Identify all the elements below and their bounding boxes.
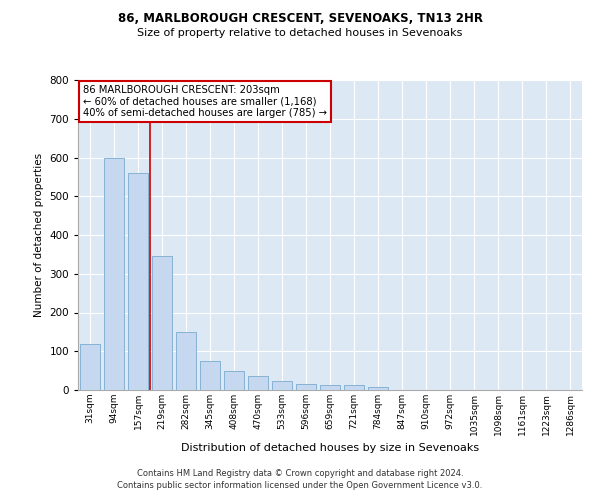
Bar (368, 387, 388, 390)
Text: Size of property relative to detached houses in Sevenoaks: Size of property relative to detached ho… (137, 28, 463, 38)
Bar (248, 376, 268, 390)
Bar (128, 173, 148, 390)
Text: 86 MARLBOROUGH CRESCENT: 203sqm
← 60% of detached houses are smaller (1,168)
40%: 86 MARLBOROUGH CRESCENT: 203sqm ← 60% of… (83, 84, 327, 118)
Bar (200, 361, 220, 390)
Bar (320, 384, 340, 390)
Bar (152, 256, 172, 390)
X-axis label: Distribution of detached houses by size in Sevenoaks: Distribution of detached houses by size … (181, 443, 479, 453)
Bar (296, 384, 316, 390)
Bar (104, 158, 124, 390)
Bar (80, 344, 100, 390)
Bar (344, 385, 364, 390)
Bar (272, 382, 292, 390)
Bar (224, 370, 244, 390)
Text: Contains HM Land Registry data © Crown copyright and database right 2024.: Contains HM Land Registry data © Crown c… (137, 468, 463, 477)
Text: Contains public sector information licensed under the Open Government Licence v3: Contains public sector information licen… (118, 481, 482, 490)
Bar (176, 332, 196, 390)
Y-axis label: Number of detached properties: Number of detached properties (34, 153, 44, 317)
Text: 86, MARLBOROUGH CRESCENT, SEVENOAKS, TN13 2HR: 86, MARLBOROUGH CRESCENT, SEVENOAKS, TN1… (118, 12, 482, 26)
